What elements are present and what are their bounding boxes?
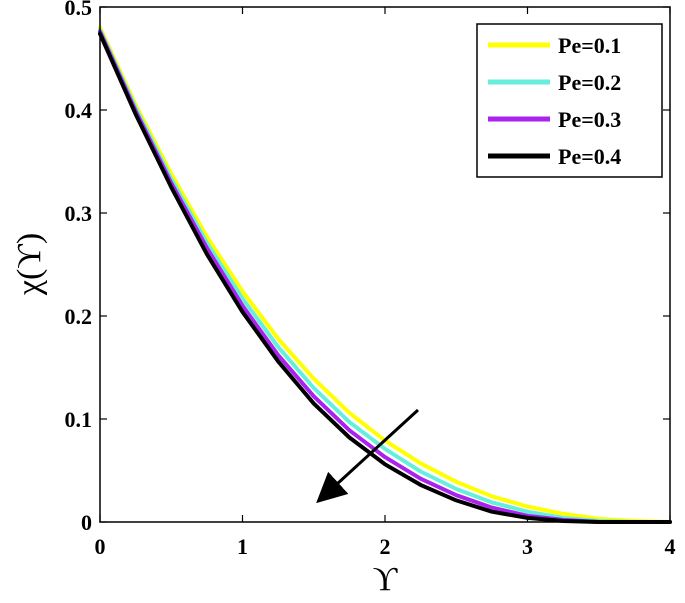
legend-label: Pe=0.4 [558, 144, 621, 169]
y-tick-label: 0.1 [65, 407, 93, 432]
y-tick-label: 0.5 [65, 0, 93, 20]
legend-label: Pe=0.1 [558, 33, 621, 58]
x-tick-label: 3 [522, 534, 533, 559]
x-tick-label: 1 [237, 534, 248, 559]
x-axis-label: ϒ [373, 561, 398, 598]
y-axis-ticks: 0 0.1 0.2 0.3 0.4 0.5 [65, 0, 670, 535]
y-tick-label: 0.4 [65, 98, 93, 123]
y-tick-label: 0 [81, 510, 92, 535]
x-tick-label: 2 [380, 534, 391, 559]
plot-frame [99, 6, 671, 523]
y-tick-label: 0.2 [65, 304, 93, 329]
legend-box [476, 23, 663, 178]
legend-label: Pe=0.3 [558, 107, 621, 132]
y-axis-label: χ(ϒ) [11, 233, 48, 296]
legend: Pe=0.1 Pe=0.2 Pe=0.3 Pe=0.4 [476, 23, 663, 178]
y-tick-label: 0.3 [65, 201, 93, 226]
x-tick-label: 4 [665, 534, 676, 559]
x-tick-label: 0 [95, 534, 106, 559]
trend-arrow [316, 408, 420, 504]
legend-label: Pe=0.2 [558, 70, 621, 95]
